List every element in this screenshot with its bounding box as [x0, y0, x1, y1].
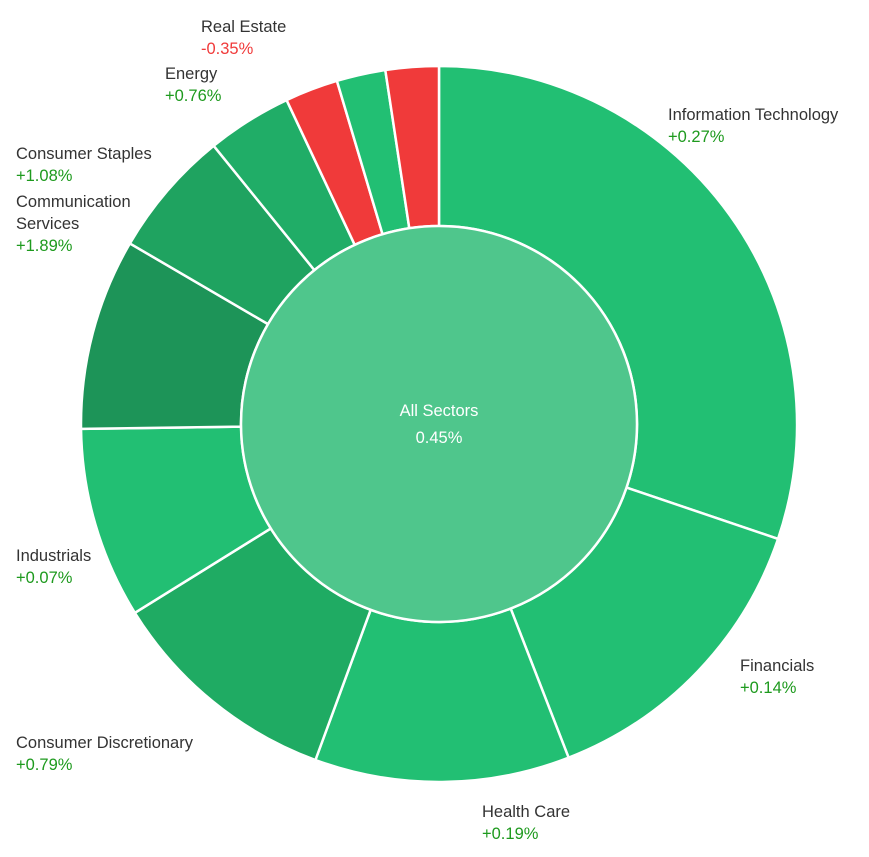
- sector-name: Energy: [165, 65, 218, 83]
- sector-change-value: +0.76%: [165, 87, 222, 105]
- sector-name: Health Care: [482, 803, 570, 821]
- sector-labels: Information Technology +0.27% Financials +0…: [16, 18, 839, 843]
- sector-label-energy: Energy +0.76%: [165, 65, 222, 105]
- sector-label-communication-services: Communication Services +1.89%: [16, 193, 131, 255]
- sector-name: Consumer Staples: [16, 145, 152, 163]
- sector-change-value: +0.79%: [16, 756, 73, 774]
- sector-change-value: +0.27%: [668, 128, 725, 146]
- sector-name: Industrials: [16, 547, 91, 565]
- sector-change-value: +0.14%: [740, 679, 797, 697]
- sector-label-industrials: Industrials +0.07%: [16, 547, 91, 587]
- sector-label-financials: Financials +0.14%: [740, 657, 814, 697]
- sector-ring: [79, 64, 799, 784]
- sector-name: Financials: [740, 657, 814, 675]
- sector-name: Consumer Discretionary: [16, 734, 194, 752]
- sector-label-consumer-discretionary: Consumer Discretionary +0.79%: [16, 734, 194, 774]
- sector-change-value: -0.35%: [201, 40, 254, 58]
- sector-change-value: +1.08%: [16, 167, 73, 185]
- sector-label-consumer-staples: Consumer Staples +1.08%: [16, 145, 152, 185]
- sector-name: Real Estate: [201, 18, 286, 36]
- sector-label-information-technology: Information Technology +0.27%: [668, 106, 839, 146]
- sector-name: Information Technology: [668, 106, 839, 124]
- center-value: 0.45%: [416, 429, 463, 447]
- sector-change-value: +0.19%: [482, 825, 539, 843]
- sector-change-value: +1.89%: [16, 237, 73, 255]
- center-label: All Sectors: [400, 402, 479, 420]
- sector-change-value: +0.07%: [16, 569, 73, 587]
- center-disc[interactable]: [239, 224, 639, 624]
- sector-name: Communication Services: [16, 193, 131, 233]
- sector-label-health-care: Health Care +0.19%: [482, 803, 570, 843]
- sector-label-real-estate: Real Estate -0.35%: [201, 18, 286, 58]
